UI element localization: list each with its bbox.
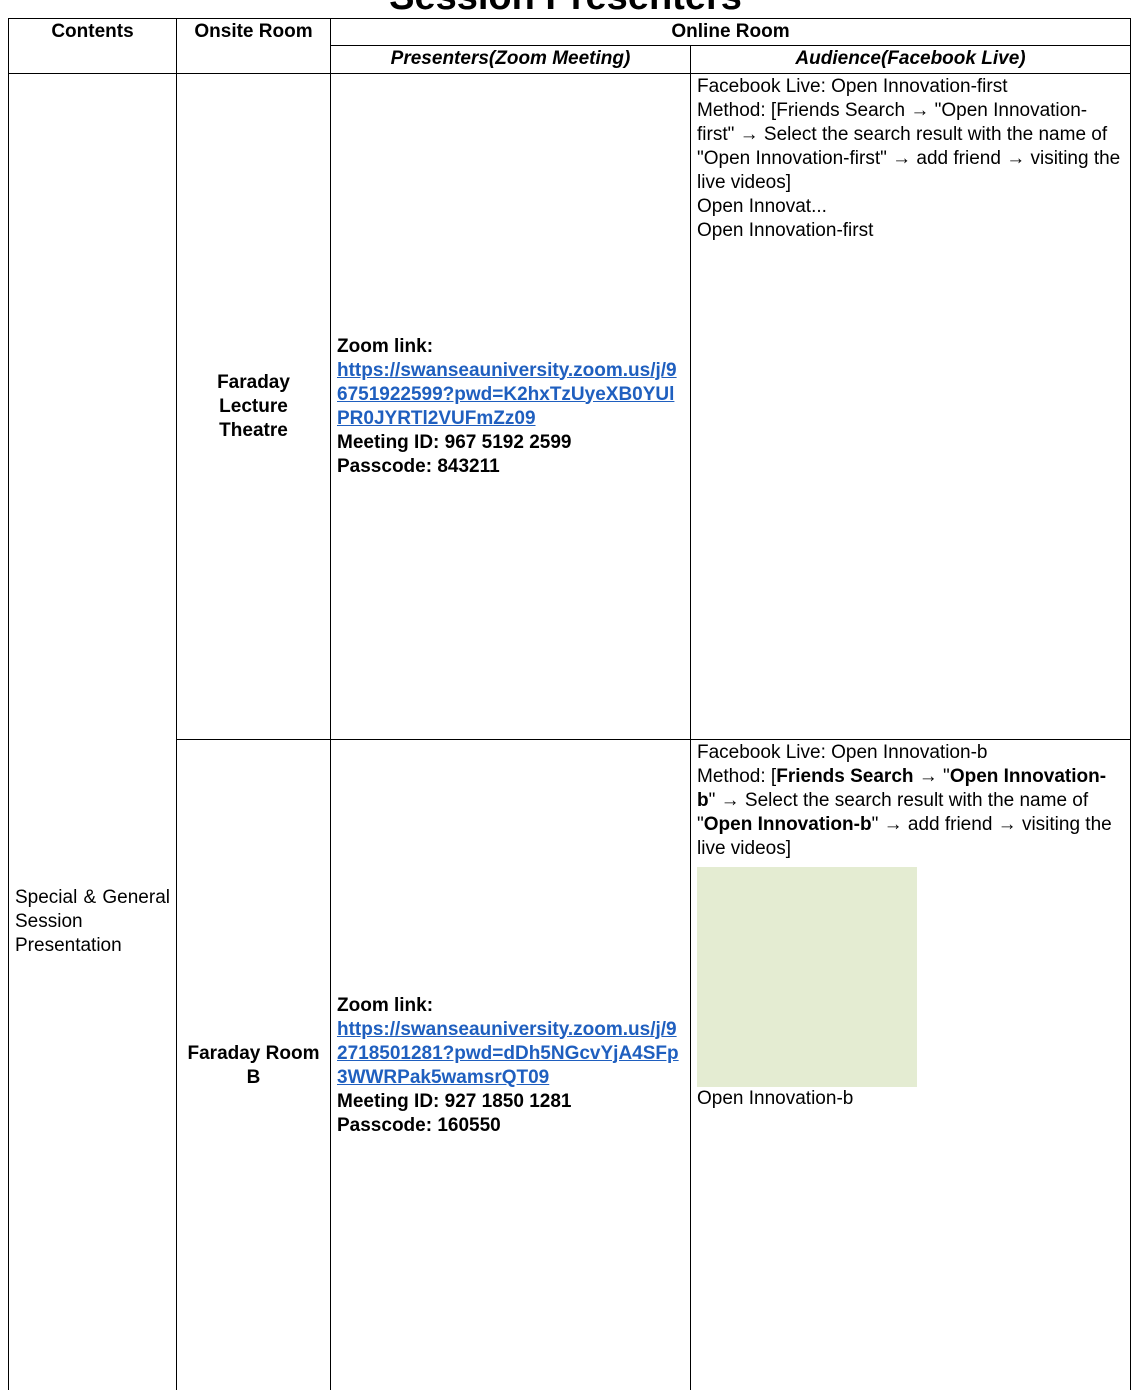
row: Faraday Room B Zoom link: https://swanseau…	[9, 739, 1131, 1390]
method-part: " → add friend → visiting the live video…	[697, 814, 1112, 859]
zoom-link[interactable]: https://swanseauniversity.zoom.us/j/9271…	[337, 1018, 679, 1088]
header-cell: Presenters(Zoom Meeting)	[330, 45, 691, 74]
header-cell: Contents	[8, 18, 177, 74]
meeting-id: Meeting ID: 967 5192 2599	[337, 431, 572, 453]
facebook-live: Facebook Live: Open Innovation-first	[697, 76, 1008, 97]
profile-circle	[697, 867, 917, 1087]
onsite-room: Faraday Room B	[176, 739, 331, 1390]
contents-cell: Special & General Session Presentation	[8, 73, 177, 1390]
method-part: Method: [Friends Search → "Open Innovati…	[697, 100, 1121, 193]
header-cell: Audience(Facebook Live)	[689, 45, 1131, 74]
method-part: → "	[913, 766, 950, 787]
method-part: Method: [	[697, 766, 777, 787]
method: Method: [Friends Search → "Open Innovati…	[697, 765, 1124, 861]
zoom-label: Zoom link:	[337, 335, 434, 357]
method-part: Open Innovation-b	[697, 766, 1107, 811]
method-part: Friends Search	[776, 766, 914, 787]
zoom-cell: Zoom link: https://swanseauniversity.zoom…	[330, 739, 691, 1390]
header-cell: Online Room	[329, 18, 1131, 46]
passcode: Passcode: 843211	[337, 455, 500, 477]
profile-image: Open Innovation-b	[697, 867, 1124, 1337]
passcode: Passcode: 160550	[337, 1114, 501, 1136]
method: Method: [Friends Search → "Open Innovati…	[697, 99, 1124, 195]
onsite-room: Faraday Lecture Theatre	[176, 73, 331, 740]
method-part: Open Innovation-b	[703, 814, 872, 835]
image-title: Open Innovat...	[697, 196, 827, 217]
zoom-link[interactable]: https://swanseauniversity.zoom.us/j/9675…	[337, 359, 677, 429]
facebook-live: Facebook Live: Open Innovation-b	[697, 742, 988, 763]
zoom-label: Zoom link:	[337, 994, 434, 1016]
meeting-id: Meeting ID: 927 1850 1281	[337, 1090, 572, 1112]
audience-cell: Facebook Live: Open Innovation-first Meth…	[689, 73, 1131, 740]
header-cell: Onsite Room	[176, 18, 331, 74]
image-caption: Open Innovation-b	[697, 1088, 854, 1109]
row: Special & General Session Presentation Fa…	[8, 73, 1131, 1390]
zoom-cell: Zoom link: https://swanseauniversity.zoom…	[330, 73, 691, 740]
profile-image: Open Innovat... Open Innovation-first	[697, 195, 1124, 615]
method-part: " → Select the search result with the na…	[697, 790, 1089, 835]
audience-cell: Facebook Live: Open Innovation-b Method: …	[689, 739, 1131, 1390]
image-caption: Open Innovation-first	[697, 220, 874, 241]
title: Session Presenters	[0, 0, 1131, 19]
session-table: Contents Onsite Room Online Room Present…	[8, 18, 1131, 1390]
